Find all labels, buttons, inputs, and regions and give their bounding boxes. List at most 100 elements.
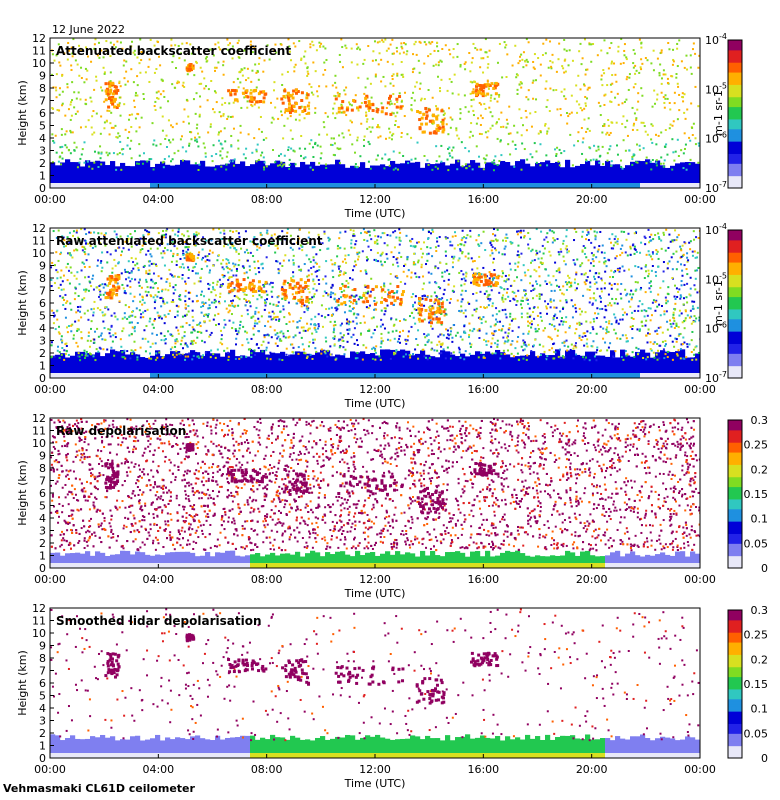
heatmap-cell <box>579 265 582 268</box>
heatmap-cell <box>586 68 589 71</box>
heatmap-cell <box>657 134 660 137</box>
heatmap-cell <box>405 373 411 378</box>
heatmap-cell <box>110 111 113 114</box>
heatmap-cell <box>480 133 483 136</box>
heatmap-cell <box>425 43 428 46</box>
heatmap-cell <box>341 339 344 342</box>
heatmap-cell <box>583 83 586 86</box>
heatmap-cell <box>683 147 686 150</box>
heatmap-cell <box>385 166 391 188</box>
colorbar-step <box>728 173 742 177</box>
heatmap-cell <box>478 244 481 247</box>
heatmap-cell <box>97 232 100 235</box>
heatmap-cell <box>359 322 362 325</box>
heatmap-cell <box>437 114 440 117</box>
heatmap-cell <box>195 352 201 378</box>
heatmap-cell <box>355 43 358 46</box>
heatmap-cell <box>176 247 179 250</box>
heatmap-cell <box>65 301 68 304</box>
heatmap-cell <box>97 166 100 169</box>
heatmap-cell <box>451 92 454 95</box>
heatmap-cell <box>339 60 342 63</box>
heatmap-cell <box>488 49 491 52</box>
heatmap-cell <box>477 316 480 319</box>
heatmap-cell <box>320 152 323 155</box>
heatmap-cell <box>132 261 135 264</box>
heatmap-cell <box>80 351 86 378</box>
heatmap-cell <box>333 328 336 331</box>
heatmap-cell <box>246 67 249 70</box>
heatmap-cell <box>242 153 245 156</box>
heatmap-cell <box>234 328 237 331</box>
heatmap-cell <box>634 64 637 67</box>
heatmap-cell <box>535 98 538 101</box>
heatmap-cell <box>150 357 153 360</box>
colorbar-step <box>728 148 742 152</box>
heatmap-cell <box>574 307 577 310</box>
heatmap-cell <box>344 258 347 261</box>
cloud-cell <box>109 98 113 102</box>
heatmap-cell <box>380 164 386 188</box>
heatmap-cell <box>181 263 184 266</box>
heatmap-cell <box>300 161 306 188</box>
heatmap-cell <box>452 146 455 149</box>
heatmap-cell <box>184 358 187 361</box>
cloud-cell <box>286 91 290 95</box>
heatmap-cell <box>527 332 530 335</box>
heatmap-cell <box>199 325 202 328</box>
y-tick-label: 11 <box>32 45 46 58</box>
heatmap-cell <box>235 343 238 346</box>
colorbar-step <box>728 118 742 122</box>
heatmap-cell <box>370 336 373 339</box>
heatmap-cell <box>429 319 432 322</box>
heatmap-cell <box>208 304 211 307</box>
heatmap-cell <box>595 359 598 362</box>
heatmap-cell <box>440 350 446 378</box>
heatmap-cell <box>313 338 316 341</box>
cloud-cell <box>257 92 261 96</box>
heatmap-cell <box>312 61 315 64</box>
heatmap-cell <box>311 332 314 335</box>
cloud-cell <box>365 104 369 108</box>
heatmap-cell <box>487 294 490 297</box>
heatmap-cell <box>227 311 230 314</box>
heatmap-cell <box>255 86 258 89</box>
heatmap-cell <box>570 167 576 188</box>
heatmap-cell <box>408 315 411 318</box>
heatmap-cell <box>128 272 131 275</box>
heatmap-cell <box>194 162 197 165</box>
cloud-cell <box>235 98 239 102</box>
heatmap-cell <box>269 315 272 318</box>
heatmap-cell <box>345 357 351 378</box>
heatmap-cell <box>191 300 194 303</box>
heatmap-cell <box>530 125 533 128</box>
heatmap-cell <box>540 230 543 233</box>
heatmap-cell <box>351 143 354 146</box>
heatmap-cell <box>504 308 507 311</box>
heatmap-cell <box>173 86 176 89</box>
heatmap-cell <box>170 300 173 303</box>
heatmap-cell <box>679 357 682 360</box>
heatmap-cell <box>90 161 96 188</box>
heatmap-cell <box>350 165 356 188</box>
heatmap-cell <box>115 233 118 236</box>
heatmap-cell <box>138 126 141 129</box>
heatmap-cell <box>68 231 71 234</box>
heatmap-cell <box>95 75 98 78</box>
heatmap-cell <box>631 158 634 161</box>
heatmap-cell <box>413 99 416 102</box>
heatmap-cell <box>615 121 618 124</box>
heatmap-cell <box>618 267 621 270</box>
heatmap-cell <box>271 242 274 245</box>
heatmap-cell <box>653 356 656 359</box>
heatmap-cell <box>96 307 99 310</box>
cloud-cell <box>494 81 498 85</box>
heatmap-cell <box>90 308 93 311</box>
heatmap-cell <box>632 317 635 320</box>
heatmap-cell <box>468 165 471 168</box>
x-tick-label: 12:00 <box>359 193 391 206</box>
heatmap-cell <box>161 129 164 132</box>
heatmap-cell <box>453 73 456 76</box>
heatmap-cell <box>161 79 164 82</box>
heatmap-cell <box>254 353 257 356</box>
